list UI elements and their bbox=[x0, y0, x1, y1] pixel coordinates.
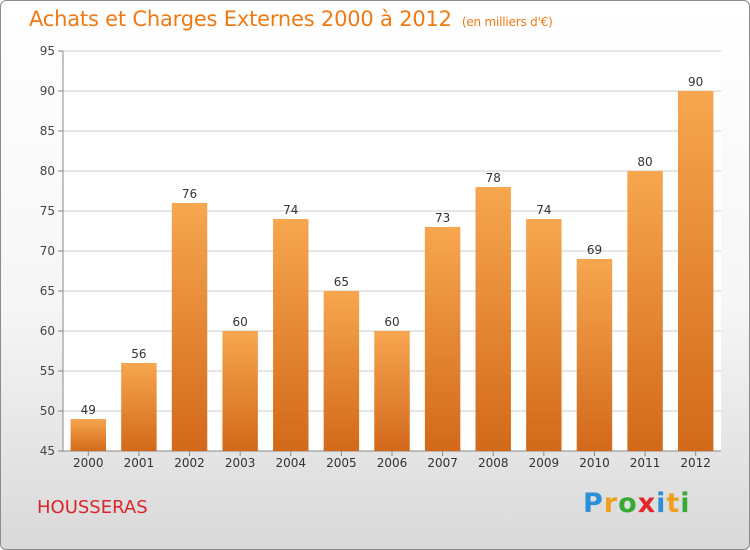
y-tick-label: 95 bbox=[40, 44, 55, 58]
data-label: 74 bbox=[536, 203, 551, 217]
data-label: 74 bbox=[283, 203, 298, 217]
y-tick-label: 65 bbox=[40, 284, 55, 298]
y-tick-label: 75 bbox=[40, 204, 55, 218]
y-tick-label: 70 bbox=[40, 244, 55, 258]
data-label: 65 bbox=[334, 275, 349, 289]
x-tick-label: 2003 bbox=[225, 456, 256, 470]
y-tick-label: 80 bbox=[40, 164, 55, 178]
bar bbox=[526, 219, 562, 451]
bar bbox=[323, 291, 360, 451]
x-tick-label: 2005 bbox=[326, 456, 357, 470]
x-tick-label: 2002 bbox=[174, 456, 205, 470]
x-tick-label: 2011 bbox=[630, 456, 661, 470]
bar bbox=[273, 219, 309, 451]
bar bbox=[171, 203, 208, 451]
x-tick-label: 2008 bbox=[478, 456, 509, 470]
data-label: 69 bbox=[587, 243, 602, 257]
data-label: 49 bbox=[81, 403, 96, 417]
logo-letter: x bbox=[637, 488, 657, 519]
y-tick-label: 50 bbox=[40, 404, 55, 418]
x-tick-label: 2000 bbox=[73, 456, 104, 470]
x-tick-label: 2007 bbox=[427, 456, 458, 470]
y-tick-label: 85 bbox=[40, 124, 55, 138]
x-tick-label: 2006 bbox=[377, 456, 408, 470]
data-label: 73 bbox=[435, 211, 450, 225]
data-label: 78 bbox=[486, 171, 501, 185]
y-tick-label: 45 bbox=[40, 444, 55, 458]
data-label: 90 bbox=[688, 75, 703, 89]
commune-name: HOUSSERAS bbox=[37, 497, 148, 518]
bar bbox=[374, 331, 410, 451]
bar bbox=[475, 187, 511, 451]
data-label: 60 bbox=[233, 315, 248, 329]
data-label: 76 bbox=[182, 187, 197, 201]
data-label: 60 bbox=[384, 315, 399, 329]
logo-letter: r bbox=[603, 488, 619, 519]
bar bbox=[70, 419, 107, 451]
y-tick-label: 55 bbox=[40, 364, 55, 378]
bar bbox=[627, 171, 663, 451]
chart-title: Achats et Charges Externes 2000 à 2012 (e… bbox=[29, 7, 553, 31]
x-tick-label: 2004 bbox=[275, 456, 306, 470]
chart-title-text: Achats et Charges Externes 2000 à 2012 bbox=[29, 7, 452, 31]
x-tick-label: 2012 bbox=[680, 456, 711, 470]
logo-letter: o bbox=[618, 488, 638, 519]
x-tick-label: 2009 bbox=[529, 456, 560, 470]
bar bbox=[424, 227, 461, 451]
y-tick-label: 60 bbox=[40, 324, 55, 338]
y-tick-label: 90 bbox=[40, 84, 55, 98]
data-label: 56 bbox=[131, 347, 146, 361]
logo-letter: i bbox=[680, 488, 691, 519]
bar bbox=[222, 331, 258, 451]
logo-letter: P bbox=[583, 488, 604, 519]
x-tick-label: 2010 bbox=[579, 456, 610, 470]
x-tick-label: 2001 bbox=[124, 456, 155, 470]
logo-letter: t bbox=[666, 488, 681, 519]
data-label: 80 bbox=[637, 155, 652, 169]
bar bbox=[677, 91, 714, 451]
bar bbox=[576, 259, 613, 451]
chart-subtitle: (en milliers d'€) bbox=[461, 15, 553, 29]
bar bbox=[121, 363, 157, 451]
logo-letter: i bbox=[656, 488, 667, 519]
proxiti-logo[interactable]: Proxiti bbox=[583, 488, 691, 519]
